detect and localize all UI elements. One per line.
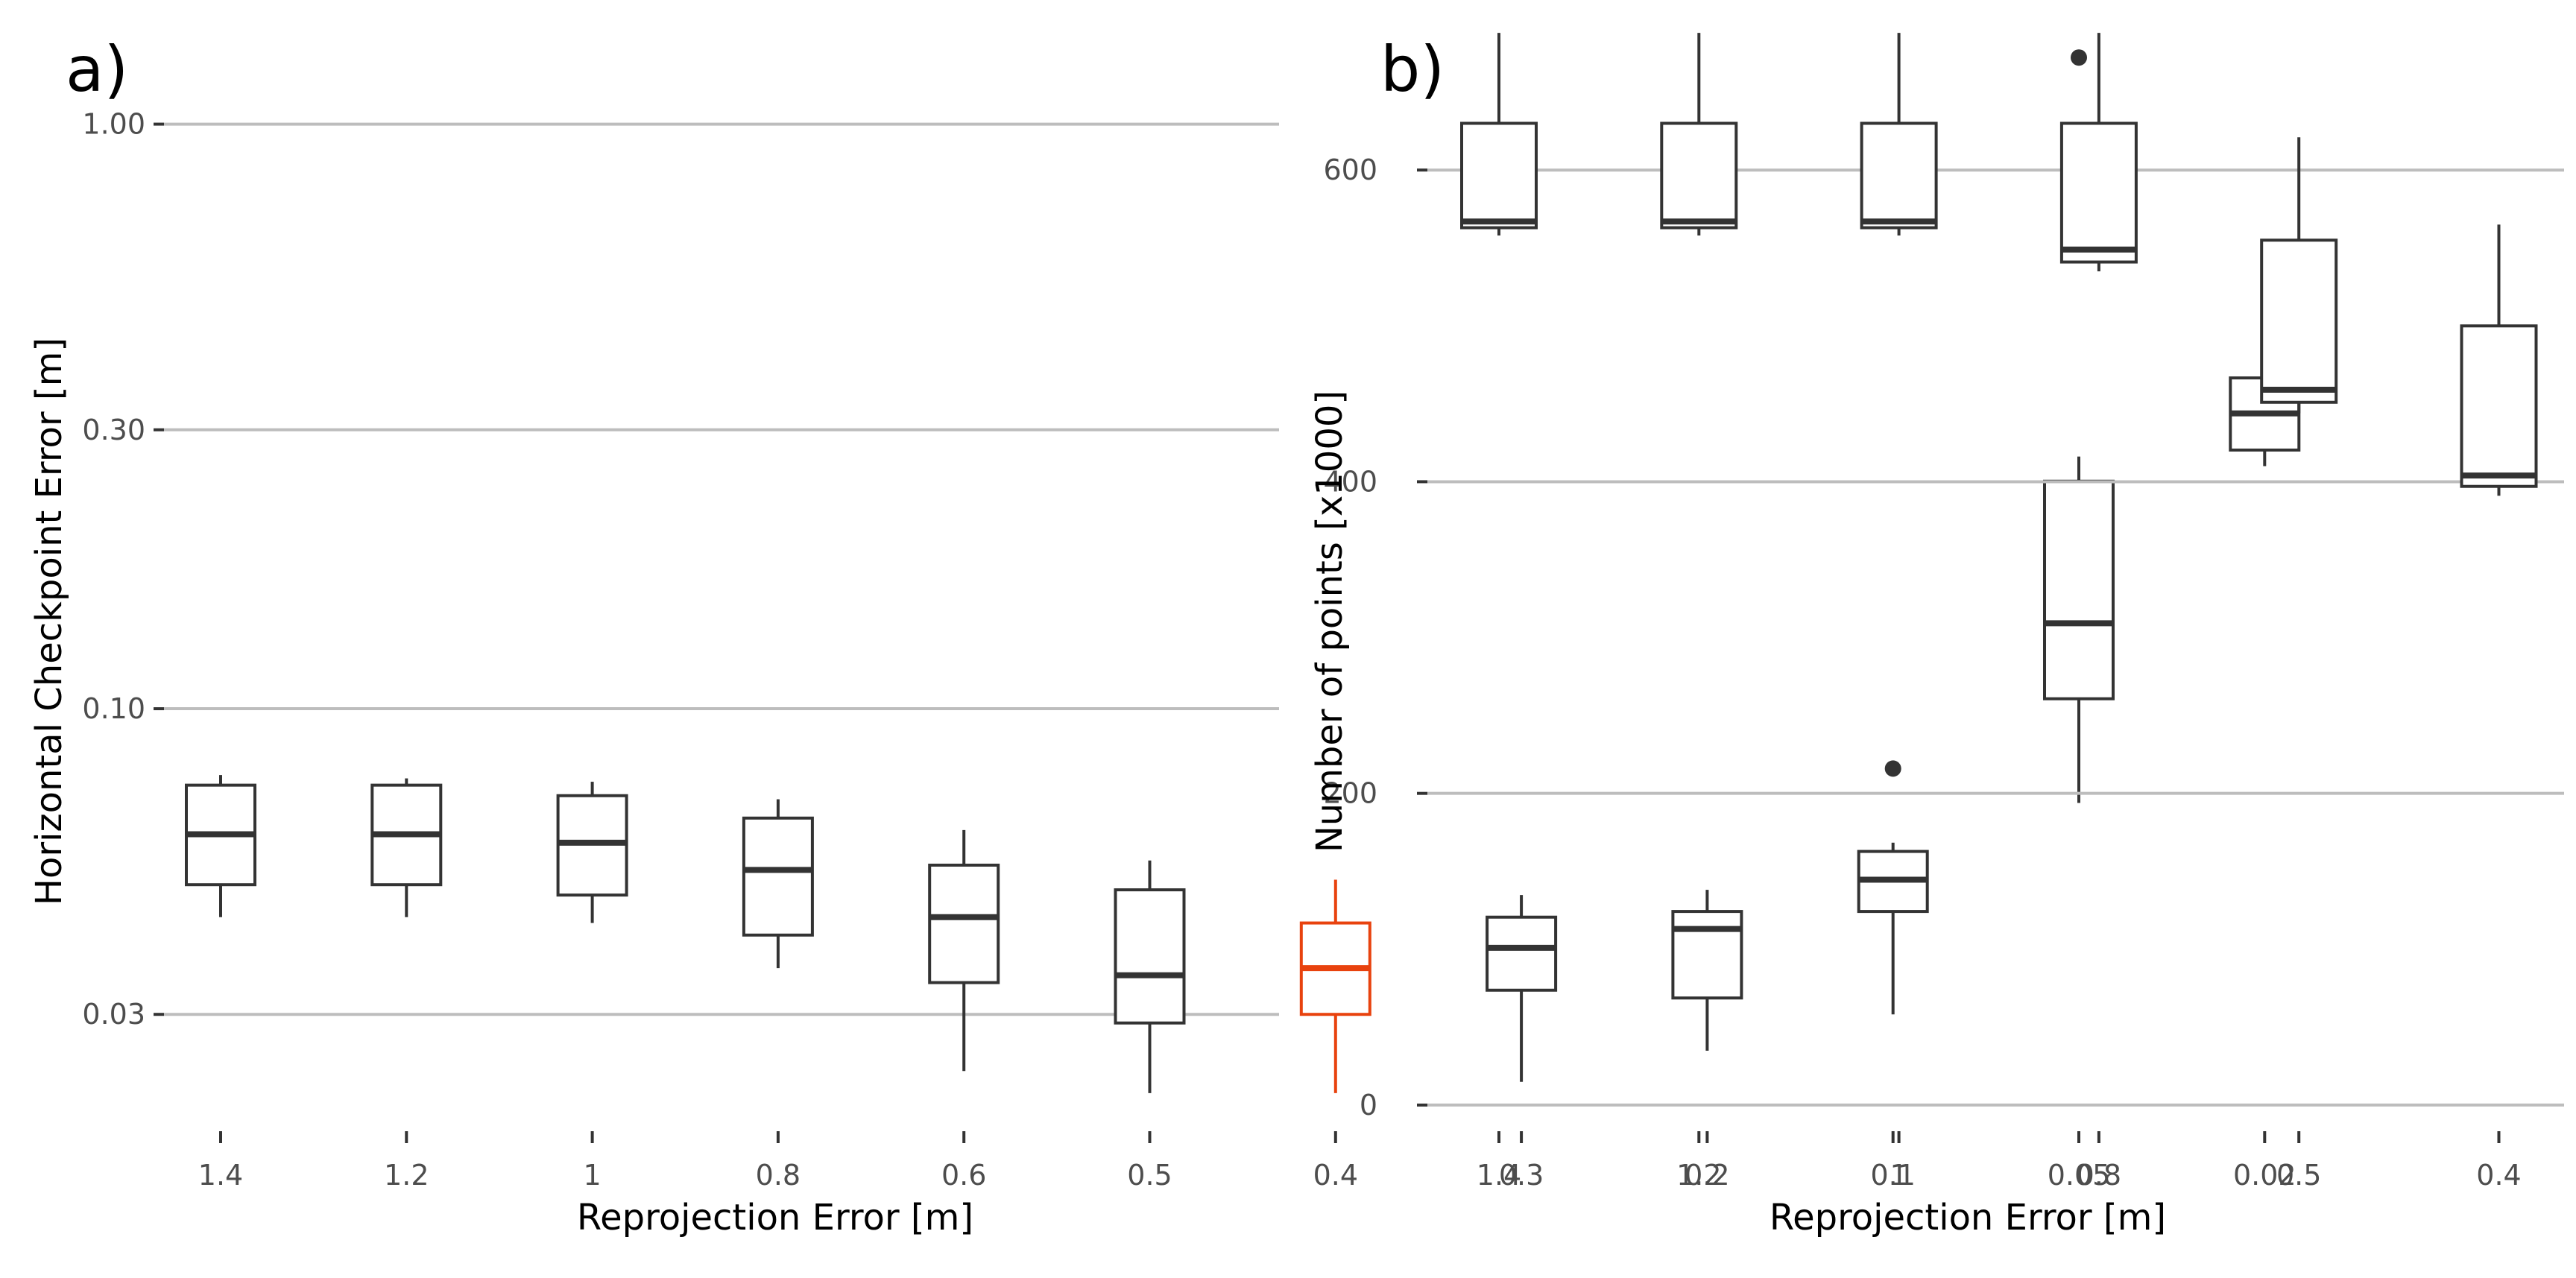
x-tick-label: 1.2 [384,1159,429,1192]
x-tick-label: 0.8 [2077,1159,2121,1192]
box-iqr [1460,121,1538,230]
box-0_1: 0.1 [1857,760,1929,1192]
box-0_8: 0.8 [742,799,814,1192]
box-iqr [2260,238,2338,404]
x-tick-label: 1 [1890,1159,1908,1192]
y-tick-label: 600 [1323,154,1377,186]
box-0_8: 0.8 [2059,33,2138,1192]
y-tick-label: 200 [1323,777,1377,810]
box-1_2: 1.2 [370,778,443,1192]
box-iqr [2460,324,2538,488]
x-tick-label: 0.05 [2048,1159,2111,1192]
box-iqr [1671,910,1743,1000]
x-tick-label: 1.4 [1477,1159,1521,1192]
panel-b: b) 600 400 200 0 Number of points [x1000] Repr… [1309,33,2564,1239]
box-iqr [742,816,814,937]
box-1: 1 [556,782,628,1192]
box-iqr [1860,121,1938,230]
box-iqr [1660,121,1738,230]
outlier-point [2071,49,2087,66]
box-iqr [2059,121,2138,264]
x-axis-title: Reprojection Error [m] [577,1197,973,1239]
x-tick-label: 0.4 [1313,1159,1358,1192]
box-0_4: 0.4 [1299,879,1371,1192]
box-0_6: 0.6 [928,829,1000,1192]
box-1_4: 1.4 [185,775,256,1192]
y-axis-title: Number of points [x1000] [1309,390,1351,852]
x-tick-label: 0.5 [2276,1159,2321,1192]
box-0_5: 0.5 [2260,137,2338,1192]
box-iqr [928,863,1000,984]
box-0_2: 0.2 [1671,890,1743,1192]
box-0_4: 0.4 [2460,224,2538,1192]
panel-label: a) [66,33,128,106]
y-tick-label: 1.00 [82,108,145,141]
box-1_4: 1.4 [1460,33,1538,1192]
x-axis-title: Reprojection Error [m] [1770,1197,2166,1239]
box-0_5: 0.5 [1114,860,1186,1192]
x-tick-label: 0.5 [1127,1159,1172,1192]
x-tick-label: 0.4 [2476,1159,2521,1192]
y-axis-title: Horizontal Checkpoint Error [m] [28,338,70,905]
panel-label: b) [1380,33,1445,106]
outlier-point [1884,760,1901,777]
x-tick-label: 0.02 [2233,1159,2296,1192]
y-tick-label: 0 [1360,1089,1377,1122]
x-tick-label: 1.4 [198,1159,243,1192]
box-0_02: 0.02 [2229,290,2301,1192]
box-iqr [2043,479,2115,700]
x-tick-label: 1.2 [1676,1159,1721,1192]
y-tick-label: 400 [1323,465,1377,498]
box-iqr [1114,888,1186,1025]
box-iqr [1486,915,1558,992]
x-tick-label: 0.3 [1499,1159,1544,1192]
box-0_05: 0.05 [2043,49,2115,1192]
x-tick-label: 0.8 [756,1159,801,1192]
box-0_3: 0.3 [1486,895,1558,1192]
y-tick-label: 0.10 [82,692,145,725]
box-1_2: 1.2 [1660,33,1738,1192]
x-tick-label: 0.1 [1870,1159,1915,1192]
y-tick-label: 0.03 [82,998,145,1031]
x-tick-label: 0.2 [1685,1159,1729,1192]
box-1: 1 [1860,33,1938,1192]
x-tick-label: 0.6 [941,1159,986,1192]
y-tick-label: 0.30 [82,414,145,446]
x-tick-label: 1 [584,1159,602,1192]
